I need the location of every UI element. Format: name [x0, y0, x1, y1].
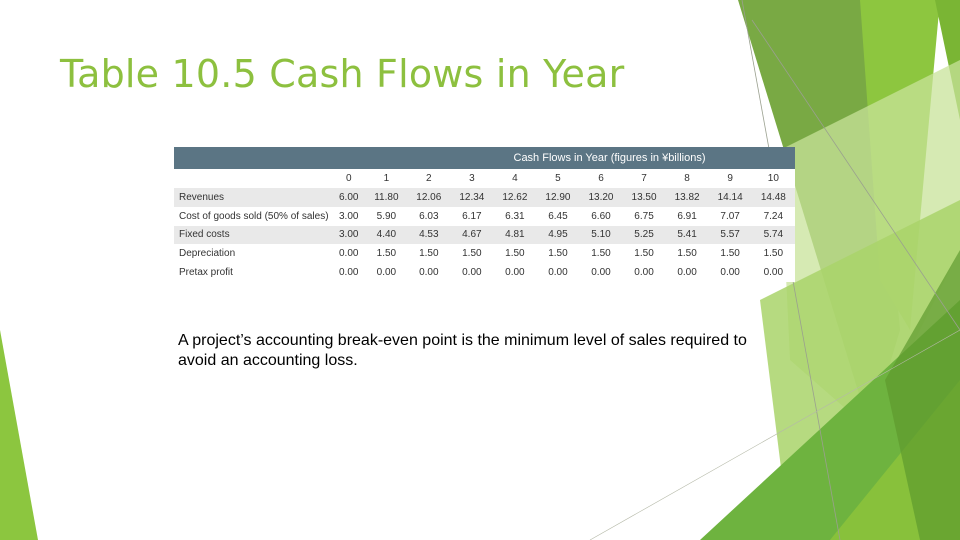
year-header: 1 — [365, 169, 408, 188]
table-cell: 4.40 — [365, 225, 408, 245]
table-cell: 6.75 — [622, 206, 666, 226]
table-cell: 6.45 — [536, 206, 580, 226]
table-cell: 13.50 — [622, 188, 666, 207]
left-edge-stripe — [0, 330, 38, 540]
table-cell: 1.50 — [665, 244, 709, 264]
table-cell: 0.00 — [493, 263, 537, 282]
table-cell: 1.50 — [622, 244, 666, 264]
thin-line-3 — [589, 329, 960, 540]
row-label: Depreciation — [174, 244, 332, 264]
table-cell: 0.00 — [365, 263, 408, 282]
table-row-depreciation: Depreciation 0.00 1.50 1.50 1.50 1.50 1.… — [174, 244, 795, 264]
table-cell: 3.00 — [332, 206, 366, 226]
table-cell: 7.07 — [708, 206, 752, 226]
body-text: A project’s accounting break-even point … — [178, 332, 747, 369]
table-cell: 3.00 — [332, 225, 366, 245]
table-row-pretax-profit: Pretax profit 0.00 0.00 0.00 0.00 0.00 0… — [174, 263, 795, 282]
table-cell: 1.50 — [450, 244, 494, 264]
table-cell: 6.91 — [665, 206, 709, 226]
row-label: Fixed costs — [174, 225, 332, 245]
table-cell: 1.50 — [365, 244, 408, 264]
table-cell: 0.00 — [536, 263, 580, 282]
year-header: 7 — [622, 169, 666, 188]
table-cell: 0.00 — [751, 263, 795, 282]
right-deep-band — [885, 250, 960, 540]
year-header: 10 — [751, 169, 795, 188]
year-header-label — [174, 169, 332, 188]
table-cell: 0.00 — [407, 263, 451, 282]
table-cell: 0.00 — [332, 263, 366, 282]
table-cell: 12.62 — [493, 188, 537, 207]
table-cell: 12.90 — [536, 188, 580, 207]
table-cell: 6.31 — [493, 206, 537, 226]
table-cell: 6.60 — [579, 206, 623, 226]
table-cell: 5.57 — [708, 225, 752, 245]
table-cell: 12.06 — [407, 188, 451, 207]
table-cell: 5.10 — [579, 225, 623, 245]
table-cell: 0.00 — [622, 263, 666, 282]
year-header: 3 — [450, 169, 494, 188]
table-cell: 6.00 — [332, 188, 366, 207]
table-cell: 7.24 — [751, 206, 795, 226]
table-cell: 1.50 — [493, 244, 537, 264]
table-row-cogs: Cost of goods sold (50% of sales) 3.00 5… — [174, 206, 795, 226]
year-header: 5 — [536, 169, 580, 188]
table-cell: 4.67 — [450, 225, 494, 245]
table-cell: 0.00 — [708, 263, 752, 282]
row-label: Cost of goods sold (50% of sales) — [174, 206, 332, 226]
table-cell: 5.41 — [665, 225, 709, 245]
table-caption-row: Cash Flows in Year (figures in ¥billions… — [174, 147, 795, 169]
year-header: 8 — [665, 169, 709, 188]
table-cell: 14.48 — [751, 188, 795, 207]
table-cell: 0.00 — [579, 263, 623, 282]
year-header: 0 — [332, 169, 366, 188]
table-cell: 5.74 — [751, 225, 795, 245]
table-cell: 4.53 — [407, 225, 451, 245]
table-cell: 0.00 — [450, 263, 494, 282]
table-cell: 1.50 — [708, 244, 752, 264]
cash-flows-table: Cash Flows in Year (figures in ¥billions… — [174, 147, 795, 282]
table-cell: 1.50 — [751, 244, 795, 264]
year-header: 4 — [493, 169, 537, 188]
table-cell: 5.25 — [622, 225, 666, 245]
slide-title: Table 10.5 Cash Flows in Year — [60, 52, 625, 96]
row-label: Revenues — [174, 188, 332, 207]
table-cell: 12.34 — [450, 188, 494, 207]
table-cell: 13.82 — [665, 188, 709, 207]
table-cell: 14.14 — [708, 188, 752, 207]
table-cell: 5.90 — [365, 206, 408, 226]
table-caption: Cash Flows in Year (figures in ¥billions… — [174, 147, 795, 169]
table-cell: 0.00 — [332, 244, 366, 264]
row-label: Pretax profit — [174, 263, 332, 282]
year-header: 6 — [579, 169, 623, 188]
year-header: 9 — [708, 169, 752, 188]
table-cell: 1.50 — [536, 244, 580, 264]
table-row-fixed-costs: Fixed costs 3.00 4.40 4.53 4.67 4.81 4.9… — [174, 225, 795, 245]
table-cell: 11.80 — [365, 188, 408, 207]
table-cell: 0.00 — [665, 263, 709, 282]
table-cell: 6.03 — [407, 206, 451, 226]
table-cell: 6.17 — [450, 206, 494, 226]
table-cell: 1.50 — [407, 244, 451, 264]
thin-line-2 — [751, 19, 960, 331]
table-row-revenues: Revenues 6.00 11.80 12.06 12.34 12.62 12… — [174, 188, 795, 207]
table-cell: 1.50 — [579, 244, 623, 264]
table-cell: 13.20 — [579, 188, 623, 207]
table-cell: 4.95 — [536, 225, 580, 245]
year-header: 2 — [407, 169, 451, 188]
year-header-row: 0 1 2 3 4 5 6 7 8 9 10 — [174, 169, 795, 188]
table-cell: 4.81 — [493, 225, 537, 245]
